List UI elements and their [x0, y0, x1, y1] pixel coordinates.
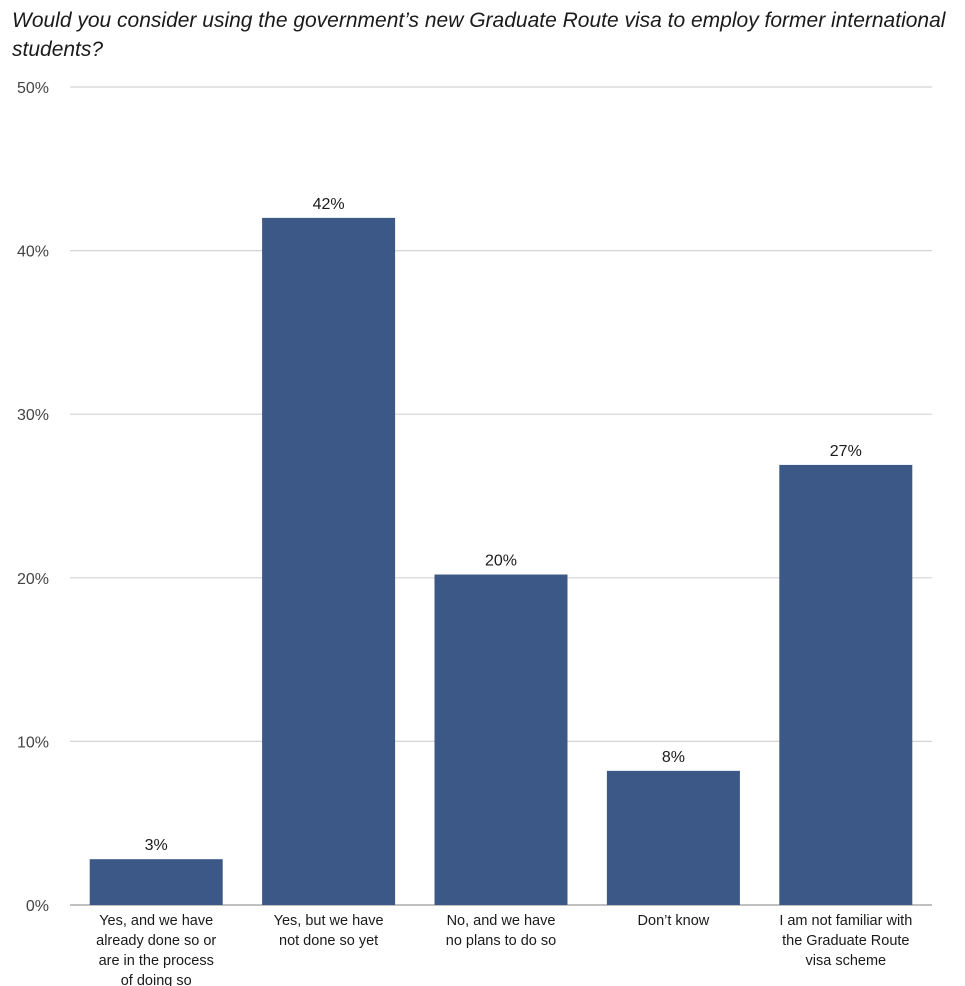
x-category-label-line: I am not familiar with: [779, 913, 912, 929]
x-category-label: Don’t know: [638, 913, 710, 929]
y-tick-label: 10%: [17, 734, 49, 751]
x-category-label-line: no plans to do so: [446, 933, 556, 949]
chart-title: Would you consider using the government’…: [12, 9, 946, 61]
x-category-label-line: Don’t know: [638, 913, 710, 929]
y-tick-label: 0%: [26, 898, 49, 915]
y-tick-label: 50%: [17, 80, 49, 97]
x-category-label-line: Yes, but we have: [274, 913, 384, 929]
data-label: 8%: [662, 749, 685, 766]
data-label: 42%: [313, 196, 345, 213]
data-label: 3%: [145, 837, 168, 854]
x-category-label: Yes, and we have already done so or are in…: [96, 913, 216, 986]
bar: [434, 574, 568, 905]
bar: [89, 859, 223, 905]
data-label: 20%: [485, 553, 517, 570]
bar: [262, 217, 396, 905]
bar: [779, 464, 913, 905]
bar: [606, 770, 740, 905]
y-tick-label: 20%: [17, 571, 49, 588]
data-label: 27%: [830, 443, 862, 460]
x-category-label-line: Yes, and we have: [99, 913, 213, 929]
x-category-label-line: are in the process: [99, 953, 214, 969]
x-category-label-line: not done so yet: [279, 933, 378, 949]
x-category-label-line: the Graduate Route: [782, 933, 909, 949]
x-category-label: No, and we have no plans to do so: [446, 913, 556, 949]
x-category-label-line: No, and we have: [447, 913, 556, 929]
y-tick-label: 40%: [17, 244, 49, 261]
x-category-label: Yes, but we have not done so yet: [274, 913, 384, 949]
x-category-label: I am not familiar with the Graduate Route…: [779, 913, 912, 969]
x-category-label-line: of doing so: [121, 973, 192, 986]
y-tick-label: 30%: [17, 407, 49, 424]
x-category-label-line: visa scheme: [806, 953, 887, 969]
x-category-label-line: already done so or: [96, 933, 216, 949]
